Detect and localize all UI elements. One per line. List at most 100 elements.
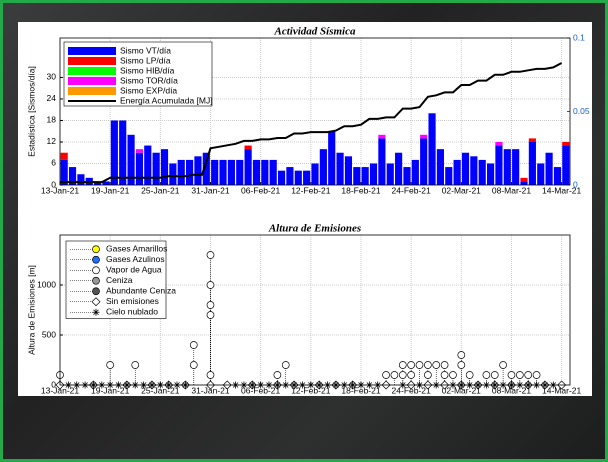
legend-swatch bbox=[68, 57, 116, 65]
y2-tick-label: 0 bbox=[573, 179, 578, 189]
bar-segment bbox=[270, 160, 277, 185]
x-tick-label: 19-Jan-21 bbox=[91, 185, 130, 195]
circle-marker bbox=[449, 372, 456, 379]
circle-marker bbox=[207, 372, 214, 379]
circle-marker bbox=[533, 372, 540, 379]
circle-marker bbox=[190, 362, 197, 369]
y-tick-label: 500 bbox=[42, 329, 56, 339]
circle-marker bbox=[282, 362, 289, 369]
bar-segment bbox=[470, 156, 477, 185]
bar-segment bbox=[378, 135, 385, 139]
bar-segment bbox=[362, 167, 369, 185]
x-tick-label: 18-Feb-21 bbox=[341, 185, 380, 195]
legend-label: Ceniza bbox=[106, 275, 133, 285]
legend-swatch bbox=[68, 87, 116, 95]
bar-segment bbox=[77, 174, 84, 185]
circle-marker bbox=[132, 362, 139, 369]
circle-marker bbox=[424, 372, 431, 379]
circle-marker bbox=[441, 372, 448, 379]
bar-segment bbox=[462, 153, 469, 185]
legend-marker bbox=[93, 309, 100, 316]
legend-label: Sismo LP/día bbox=[120, 55, 171, 65]
x-tick-label: 25-Jan-21 bbox=[141, 185, 180, 195]
bar-segment bbox=[420, 135, 427, 139]
legend-label: Sismo EXP/día bbox=[120, 85, 177, 95]
circle-marker bbox=[516, 372, 523, 379]
bar-segment bbox=[378, 138, 385, 185]
circle-marker bbox=[408, 372, 415, 379]
bar-segment bbox=[445, 167, 452, 185]
bar-segment bbox=[219, 160, 226, 185]
circle-marker bbox=[207, 252, 214, 259]
bar-segment bbox=[395, 153, 402, 185]
bar-segment bbox=[520, 181, 527, 185]
legend-label: Gases Azulinos bbox=[106, 254, 165, 264]
circle-marker bbox=[458, 362, 465, 369]
legend-label: Sismo VT/día bbox=[120, 45, 171, 55]
bar-segment bbox=[412, 160, 419, 185]
circle-marker bbox=[483, 372, 490, 379]
bar-segment bbox=[295, 171, 302, 185]
bar-segment bbox=[454, 160, 461, 185]
bar-segment bbox=[178, 160, 185, 185]
bar-segment bbox=[529, 138, 536, 142]
legend-label: Sismo HIB/día bbox=[120, 65, 175, 75]
legend-swatch bbox=[68, 47, 116, 55]
bar-segment bbox=[353, 167, 360, 185]
bar-segment bbox=[403, 167, 410, 185]
y-tick-label: 12 bbox=[47, 136, 57, 146]
bar-segment bbox=[194, 156, 201, 185]
chart-title: Actividad Sísmica bbox=[274, 26, 356, 38]
bar-segment bbox=[169, 163, 176, 185]
bar-segment bbox=[495, 146, 502, 185]
circle-marker bbox=[399, 372, 406, 379]
legend-marker bbox=[93, 288, 100, 295]
bar-segment bbox=[370, 163, 377, 185]
bar-segment bbox=[437, 149, 444, 185]
circle-marker bbox=[441, 362, 448, 369]
y-tick-label: 30 bbox=[47, 72, 57, 82]
bar-segment bbox=[520, 178, 527, 182]
bar-segment bbox=[278, 171, 285, 185]
circle-marker bbox=[416, 362, 423, 369]
circle-marker bbox=[466, 372, 473, 379]
circle-marker bbox=[491, 372, 498, 379]
bar-segment bbox=[554, 167, 561, 185]
legend-label: Cielo nublado bbox=[106, 307, 158, 317]
circle-marker bbox=[399, 362, 406, 369]
circle-marker bbox=[508, 372, 515, 379]
y-tick-label: 0 bbox=[51, 179, 56, 189]
legend-marker bbox=[93, 277, 100, 284]
bar-segment bbox=[153, 153, 160, 185]
bar-segment bbox=[211, 160, 218, 185]
chart-title: Altura de Emisiones bbox=[268, 223, 361, 235]
bar-segment bbox=[537, 163, 544, 185]
bar-segment bbox=[111, 120, 118, 185]
circle-marker bbox=[107, 362, 114, 369]
legend-marker bbox=[93, 256, 100, 263]
x-tick-label: 31-Jan-21 bbox=[191, 185, 230, 195]
circle-marker bbox=[207, 302, 214, 309]
circle-marker bbox=[207, 312, 214, 319]
bar-segment bbox=[286, 167, 293, 185]
x-tick-label: 02-Mar-21 bbox=[442, 185, 481, 195]
y-tick-label: 6 bbox=[51, 158, 56, 168]
bar-segment bbox=[253, 160, 260, 185]
y-axis-label: Estadística [Sismos/día] bbox=[26, 66, 36, 157]
y2-tick-label: 0.1 bbox=[573, 32, 585, 42]
bar-segment bbox=[420, 138, 427, 185]
bar-segment bbox=[186, 160, 193, 185]
bar-segment bbox=[504, 149, 511, 185]
bar-segment bbox=[546, 153, 553, 185]
x-tick-label: 08-Mar-21 bbox=[492, 185, 531, 195]
bar-segment bbox=[512, 149, 519, 185]
bar-segment bbox=[61, 153, 68, 160]
legend-label: Abundante Ceniza bbox=[106, 286, 176, 296]
circle-marker bbox=[391, 372, 398, 379]
bar-segment bbox=[228, 160, 235, 185]
legend-label: Energía Acumulada [MJ] bbox=[120, 95, 213, 105]
bar-segment bbox=[562, 142, 569, 146]
legend-swatch bbox=[68, 67, 116, 75]
x-tick-label: 24-Feb-21 bbox=[392, 185, 431, 195]
